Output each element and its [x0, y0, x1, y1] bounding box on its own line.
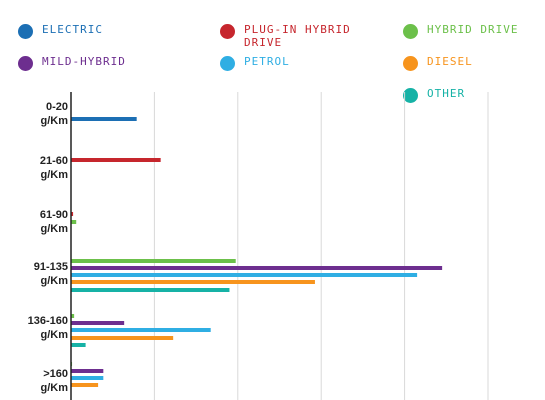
- category-label-21-60: 21-60 g/Km: [8, 154, 68, 182]
- legend-item-electric: ELECTRIC: [18, 23, 162, 39]
- legend-swatch-mild-hybrid: [18, 56, 33, 71]
- category-label-0-20: 0-20 g/Km: [8, 100, 69, 128]
- legend-label-other: OTHER: [427, 87, 466, 100]
- category-label-line2: g/Km: [40, 275, 69, 287]
- bar-hybrid-drive-4: [71, 314, 75, 318]
- category-label-line2: g/Km: [40, 382, 69, 394]
- category-label-line1: 0-20: [45, 101, 68, 113]
- category-label-line2: g/Km: [40, 223, 69, 235]
- legend-swatch-hybrid-drive: [403, 24, 418, 39]
- legend-label-plug-in-hybrid: PLUG-IN HYBRID DRIVE: [244, 23, 351, 49]
- bar-diesel-3: [71, 280, 315, 284]
- legend-swatch-other: [403, 88, 418, 103]
- category-label-136-160: 136-160 g/Km: [8, 314, 68, 342]
- bar-electric-0: [71, 117, 137, 121]
- legend-swatch-plug-in-hybrid: [220, 24, 235, 39]
- legend-swatch-electric: [18, 24, 33, 39]
- bar-mild-hybrid-5: [71, 369, 104, 373]
- legend-label-diesel: DIESEL: [427, 55, 473, 68]
- category-label-line2: g/Km: [40, 169, 69, 181]
- bar-hybrid-drive-3: [71, 259, 236, 263]
- legend-item-plug-in-hybrid: PLUG-IN HYBRID DRIVE: [220, 23, 364, 49]
- category-label-line2: g/Km: [40, 329, 69, 341]
- category-label-over-160: >160 g/Km: [8, 367, 69, 395]
- category-label-91-135: 91-135 g/Km: [8, 260, 68, 288]
- legend-label-electric: ELECTRIC: [42, 23, 103, 36]
- category-label-line2: g/Km: [40, 115, 69, 127]
- legend-label-petrol: PETROL: [244, 55, 290, 68]
- bar-diesel-4: [71, 336, 174, 340]
- category-label-line1: 91-135: [33, 261, 68, 273]
- legend-item-diesel: DIESEL: [403, 55, 545, 71]
- bar-plug-in-hybrid-drive-2: [71, 212, 74, 216]
- bar-other-3: [71, 288, 230, 292]
- bar-petrol-3: [71, 273, 418, 277]
- category-label-line1: 21-60: [39, 155, 68, 167]
- legend-label-mild-hybrid: MILD-HYBRID: [42, 55, 126, 68]
- category-label-line1: 61-90: [39, 209, 68, 221]
- category-label-line1: 136-160: [27, 315, 68, 327]
- category-label-61-90: 61-90 g/Km: [8, 208, 68, 236]
- bar-mild-hybrid-3: [71, 266, 443, 270]
- bar-mild-hybrid-4: [71, 321, 125, 325]
- bar-hybrid-drive-2: [71, 220, 77, 224]
- bar-diesel-5: [71, 383, 99, 387]
- legend-label-hybrid-drive: HYBRID DRIVE: [427, 23, 519, 36]
- bar-petrol-5: [71, 376, 104, 380]
- bar-other-4: [71, 343, 86, 347]
- bar-plug-in-hybrid-drive-1: [71, 158, 161, 162]
- bar-petrol-4: [71, 328, 211, 332]
- legend-swatch-petrol: [220, 56, 235, 71]
- legend-item-hybrid-drive: HYBRID DRIVE: [403, 23, 545, 39]
- legend-item-petrol: PETROL: [220, 55, 364, 71]
- legend-item-other: OTHER: [403, 87, 545, 103]
- legend-item-mild-hybrid: MILD-HYBRID: [18, 55, 162, 71]
- legend-swatch-diesel: [403, 56, 418, 71]
- category-label-line1: >160: [43, 368, 68, 380]
